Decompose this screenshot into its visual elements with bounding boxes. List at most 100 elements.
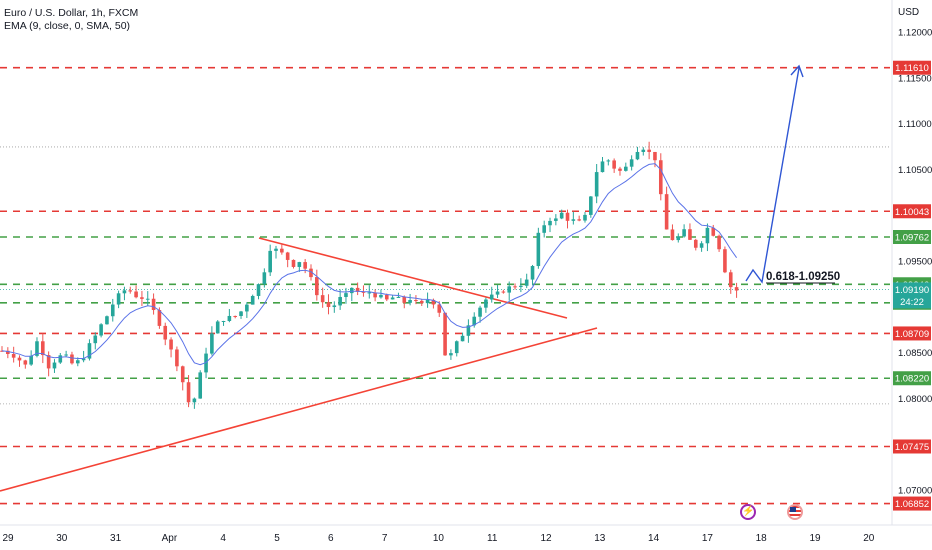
- candle-body: [70, 354, 74, 364]
- level-price-tag: [893, 439, 931, 454]
- candle-body: [664, 194, 669, 230]
- candle-body: [41, 341, 45, 356]
- candle-body: [180, 366, 185, 383]
- projection-arrowhead: [790, 64, 804, 78]
- candle-body: [658, 160, 663, 195]
- level-price-tag: [893, 60, 931, 75]
- candle-body: [186, 382, 191, 403]
- candle-body: [105, 316, 109, 325]
- candle-body: [548, 220, 552, 226]
- candle-body: [384, 294, 389, 300]
- candle-body: [280, 248, 284, 253]
- candle-body: [688, 229, 692, 240]
- candle-body: [110, 304, 115, 317]
- us-flag-event-icon[interactable]: [787, 504, 803, 520]
- candle-body: [682, 229, 686, 237]
- candle-body: [705, 227, 710, 244]
- x-tick-label: 13: [594, 533, 606, 544]
- candle-body: [81, 358, 86, 361]
- candle-body: [478, 307, 482, 317]
- candle-body: [379, 294, 383, 298]
- candle-body: [612, 160, 616, 169]
- candle-body: [46, 355, 51, 369]
- candle-body: [326, 302, 331, 308]
- candle-body: [635, 151, 640, 160]
- candle-body: [402, 296, 407, 303]
- candle-body: [454, 341, 459, 354]
- x-tick-label: 7: [382, 533, 388, 544]
- candle-body: [437, 304, 442, 313]
- x-tick-label: 4: [220, 533, 226, 544]
- candle-body: [530, 266, 535, 280]
- y-tick-label: 1.09500: [898, 257, 932, 268]
- candle-body: [583, 214, 587, 221]
- y-tick-label: 1.10500: [898, 165, 932, 176]
- candle-body: [332, 305, 337, 308]
- candle-body: [128, 290, 133, 292]
- x-tick-label: 29: [2, 533, 14, 544]
- candle-body: [23, 360, 28, 365]
- candle-body: [723, 249, 727, 273]
- candle-body: [350, 287, 354, 294]
- candle-body: [134, 291, 138, 298]
- level-price-label: 1.11610: [895, 63, 929, 74]
- candle-body: [513, 286, 517, 288]
- x-tick-label: 6: [328, 533, 334, 544]
- candle-body: [734, 287, 739, 291]
- candle-body: [315, 277, 319, 296]
- current-price-tag: [893, 282, 931, 309]
- candle-body: [460, 335, 465, 342]
- candle-body: [163, 325, 168, 340]
- candle-body: [624, 166, 628, 171]
- candle-body: [93, 335, 98, 344]
- candle-body: [227, 315, 232, 322]
- y-tick-label: 1.08500: [898, 348, 932, 359]
- candle-body: [443, 312, 447, 356]
- ema-line: [1, 163, 738, 366]
- candle-body: [367, 292, 372, 294]
- candle-body: [122, 290, 127, 294]
- candle-body: [175, 349, 179, 367]
- candle-body: [58, 355, 63, 363]
- descending-trendline: [258, 237, 568, 319]
- x-tick-label: 12: [540, 533, 552, 544]
- candle-body: [542, 225, 546, 233]
- candle-body: [285, 252, 290, 260]
- level-price-label: 1.07475: [895, 442, 929, 453]
- x-tick-label: 10: [433, 533, 445, 544]
- candle-body: [524, 279, 529, 286]
- candle-body: [373, 292, 377, 298]
- x-tick-label: 20: [863, 533, 875, 544]
- candle-body: [565, 212, 570, 221]
- candle-body: [472, 316, 477, 326]
- candle-body: [676, 236, 681, 241]
- candlesticks: [0, 141, 739, 409]
- candle-body: [647, 149, 651, 152]
- candle-body: [641, 149, 646, 152]
- x-tick-label: 11: [487, 533, 498, 544]
- candle-body: [618, 168, 622, 171]
- lightning-event-icon[interactable]: ⚡: [740, 504, 756, 520]
- candle-body: [250, 295, 255, 305]
- level-price-tag: [893, 496, 931, 511]
- candle-body: [35, 341, 39, 356]
- trendlines: [0, 237, 598, 492]
- y-tick-label: 1.07000: [898, 486, 932, 497]
- candle-body: [64, 354, 68, 356]
- candle-body: [536, 232, 541, 267]
- candle-body: [554, 218, 558, 221]
- candle-body: [75, 360, 80, 364]
- horizontal-levels: [0, 66, 890, 505]
- candle-body: [507, 286, 512, 293]
- x-tick-label: 5: [274, 533, 280, 544]
- candle-body: [484, 299, 488, 308]
- candle-body: [215, 321, 220, 334]
- candle-body: [338, 296, 342, 306]
- candle-body: [169, 339, 173, 350]
- candle-body: [670, 229, 675, 241]
- candle-body: [151, 298, 156, 311]
- x-tick-label: Apr: [162, 533, 178, 544]
- candle-body: [717, 235, 721, 250]
- candle-body: [396, 296, 401, 298]
